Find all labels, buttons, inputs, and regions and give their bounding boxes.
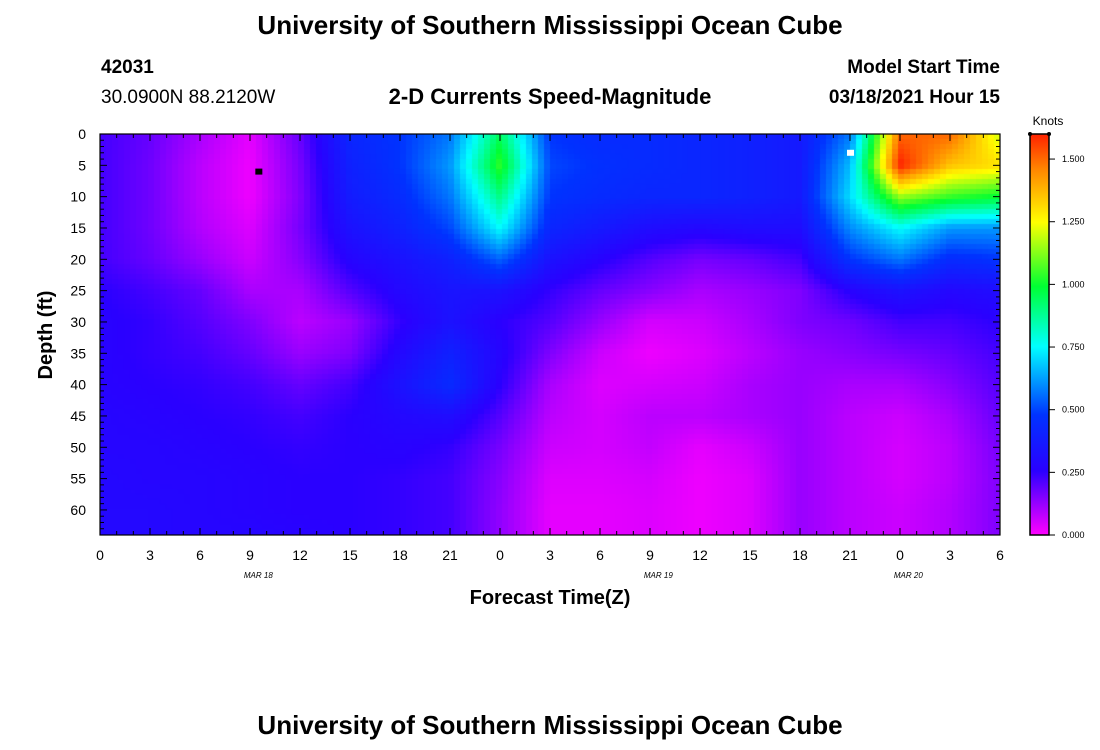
date-label: MAR 20: [894, 571, 923, 580]
y-tick-label: 25: [70, 283, 86, 299]
x-tick-label: 6: [196, 547, 204, 563]
colorbar-tick-label: 1.000: [1062, 279, 1085, 289]
x-tick-label: 21: [842, 547, 858, 563]
colorbar-tick-label: 0.500: [1062, 405, 1085, 415]
page-title-top: University of Southern Mississippi Ocean…: [257, 10, 843, 40]
chart-title: 2-D Currents Speed-Magnitude: [388, 84, 712, 109]
model-start-value: 03/18/2021 Hour 15: [828, 87, 1000, 108]
colorbar-label: Knots: [1033, 114, 1064, 128]
x-tick-label: 3: [946, 547, 954, 563]
heatmap-plot: [100, 134, 1000, 535]
heatmap-canvas: [100, 134, 1000, 535]
y-tick-label: 10: [70, 189, 86, 205]
marker-layer: [255, 149, 854, 175]
y-tick-label: 55: [70, 471, 86, 487]
station-id: 42031: [101, 57, 154, 78]
x-tick-label: 3: [146, 547, 154, 563]
x-tick-label: 6: [996, 547, 1004, 563]
x-tick-label: 18: [792, 547, 808, 563]
colorbar: [1029, 133, 1050, 536]
y-tick-label: 15: [70, 220, 86, 236]
colorbar-tick-label: 1.250: [1062, 217, 1085, 227]
marker-min: [255, 168, 263, 175]
y-axis-ticks: 0 5 10 15 20 25 30 35 40 45 50 55 60: [70, 126, 1000, 536]
x-tick-label: 15: [342, 547, 358, 563]
y-tick-label: 50: [70, 439, 86, 455]
x-tick-label: 21: [442, 547, 458, 563]
y-tick-label: 30: [70, 314, 86, 330]
y-tick-label: 35: [70, 345, 86, 361]
colorbar-ticks: 0.000 0.250 0.500 0.750 1.000 1.250 1.500: [1028, 132, 1085, 540]
x-tick-label: 18: [392, 547, 408, 563]
y-tick-label: 40: [70, 377, 86, 393]
x-axis-label: Forecast Time(Z): [470, 587, 631, 609]
colorbar-tick-label: 1.500: [1062, 154, 1085, 164]
x-axis-ticks: 0 3 6 9 12 15 18 21 0 3 6 9 12 15 18 21 0 3 6 MAR 18 MAR 19 M…: [96, 134, 1004, 580]
x-tick-label: 12: [692, 547, 708, 563]
y-tick-label: 45: [70, 408, 86, 424]
colorbar-tick-label: 0.750: [1062, 342, 1085, 352]
x-tick-label: 9: [246, 547, 254, 563]
x-tick-label: 0: [96, 547, 104, 563]
x-tick-label: 3: [546, 547, 554, 563]
page-title-bottom: University of Southern Mississippi Ocean…: [257, 710, 843, 740]
y-axis-label: Depth (ft): [35, 291, 57, 380]
y-tick-label: 60: [70, 502, 86, 518]
marker-max: [847, 149, 854, 156]
station-coords: 30.0900N 88.2120W: [101, 87, 276, 108]
y-tick-label: 0: [78, 126, 86, 142]
colorbar-corner: [1028, 132, 1032, 136]
x-tick-label: 6: [596, 547, 604, 563]
date-label: MAR 18: [244, 571, 273, 580]
date-label: MAR 19: [644, 571, 673, 580]
y-tick-label: 20: [70, 251, 86, 267]
x-tick-label: 15: [742, 547, 758, 563]
model-start-label: Model Start Time: [847, 57, 1000, 78]
colorbar-corner: [1047, 132, 1051, 136]
colorbar-tick-label: 0.250: [1062, 467, 1085, 477]
x-tick-label: 12: [292, 547, 308, 563]
y-tick-label: 5: [78, 157, 86, 173]
x-tick-label: 0: [896, 547, 904, 563]
x-tick-label: 0: [496, 547, 504, 563]
colorbar-tick-label: 0.000: [1062, 530, 1085, 540]
x-tick-label: 9: [646, 547, 654, 563]
